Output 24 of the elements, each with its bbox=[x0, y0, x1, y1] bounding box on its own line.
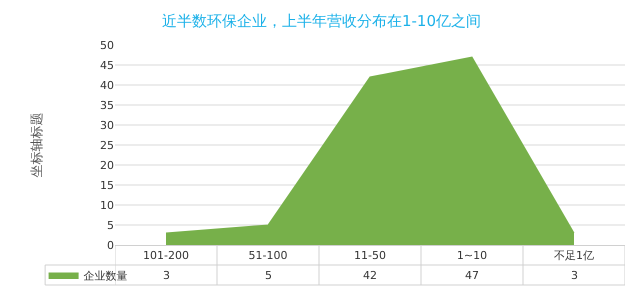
y-tick-label: 20 bbox=[100, 158, 114, 172]
y-tick-label: 50 bbox=[100, 38, 114, 52]
y-tick-label: 5 bbox=[107, 218, 114, 232]
chart-title: 近半数环保企业，上半年营收分布在1-10亿之间 bbox=[162, 12, 482, 30]
data-label: 3 bbox=[571, 269, 578, 282]
x-tick-label: 51-100 bbox=[248, 249, 288, 262]
data-label: 3 bbox=[163, 269, 170, 282]
y-tick-label: 0 bbox=[107, 238, 114, 252]
legend-label: 企业数量 bbox=[84, 269, 128, 282]
data-label: 5 bbox=[265, 269, 272, 282]
y-tick-label: 45 bbox=[100, 58, 114, 72]
x-tick-label: 不足1亿 bbox=[554, 249, 594, 262]
y-tick-label: 10 bbox=[100, 198, 114, 212]
y-tick-label: 35 bbox=[100, 98, 114, 112]
x-tick-label: 1~10 bbox=[456, 249, 488, 262]
y-tick-label: 40 bbox=[100, 78, 114, 92]
data-label: 42 bbox=[363, 269, 377, 282]
y-tick-label: 30 bbox=[100, 118, 114, 132]
y-tick-label: 15 bbox=[100, 178, 114, 192]
data-label: 47 bbox=[465, 269, 479, 282]
x-tick-label: 101-200 bbox=[143, 249, 189, 262]
x-tick-label: 11-50 bbox=[354, 249, 386, 262]
y-axis-title: 坐标轴标题 bbox=[28, 112, 44, 178]
y-tick-label: 25 bbox=[100, 138, 114, 152]
